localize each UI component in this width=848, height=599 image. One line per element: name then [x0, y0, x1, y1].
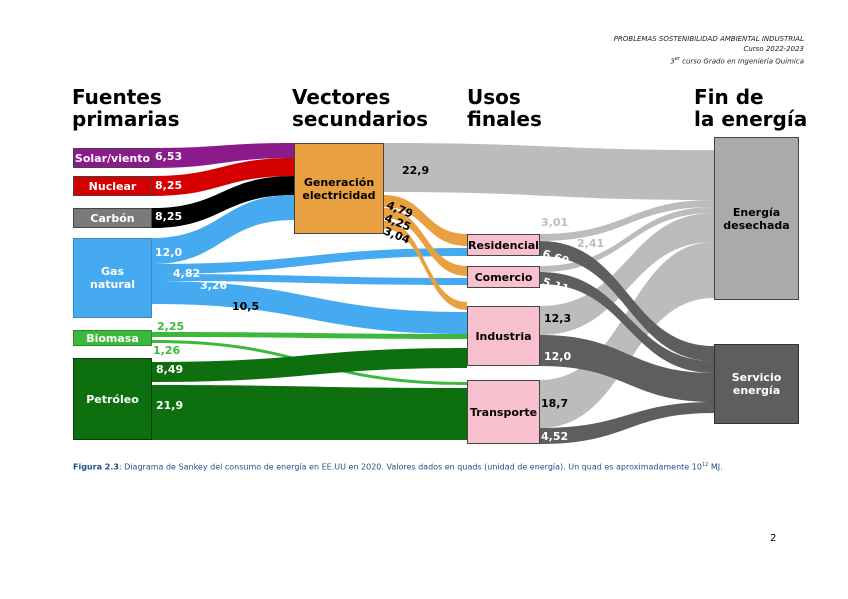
node-energia-desechada: Energía desechada — [714, 137, 799, 300]
label-generacion-desechada: 22,9 — [402, 164, 430, 177]
flow-biomasa-industria — [152, 332, 467, 339]
flow-generation-waste — [384, 143, 714, 200]
node-generacion-electricidad: Generación electricidad — [294, 143, 384, 234]
node-servicio-energia: Servicio energía — [714, 344, 799, 424]
node-biomasa: Biomasa — [73, 330, 152, 346]
flow-gas-comercio — [152, 274, 467, 285]
flow-gas-generation — [152, 195, 294, 264]
node-industria: Industria — [467, 306, 540, 366]
flow-residencial-servicio — [540, 241, 714, 361]
flow-petroleo-transporte — [152, 385, 467, 440]
label-gas-residencial: 4,82 — [173, 267, 201, 280]
label-transporte-desechada: 18,7 — [541, 397, 569, 410]
flow-gas-industria — [152, 281, 467, 334]
node-solar-viento: Solar/viento — [73, 148, 152, 168]
flow-comercio-waste — [540, 207, 714, 272]
node-comercio: Comercio — [467, 266, 540, 288]
column-title-uses: Usos finales — [467, 85, 542, 131]
flow-carbon-generation — [152, 176, 294, 228]
node-nuclear: Nuclear — [73, 176, 152, 196]
flow-comercio-servicio — [540, 272, 714, 373]
flow-gas-residencial — [152, 248, 467, 274]
label-biomasa-transporte: 1,26 — [153, 344, 181, 357]
label-biomasa-industria: 2,25 — [157, 320, 185, 333]
column-title-secondary: Vectores secundarios — [292, 85, 428, 131]
flow-industria-waste — [540, 213, 714, 335]
header-course-grade: 3er curso Grado en Ingeniería Química — [670, 56, 804, 66]
node-transporte: Transporte — [467, 380, 540, 444]
label-industria-desechada: 12,3 — [544, 312, 572, 325]
label-comercio-desechada: 2,41 — [577, 237, 605, 250]
label-gas-industria: 10,5 — [232, 300, 260, 313]
flow-generation-industria — [384, 221, 467, 310]
label-petroleo-industria: 8,49 — [156, 363, 184, 376]
label-carbon: 8,25 — [155, 210, 183, 223]
label-transporte-servicio: 4,52 — [541, 430, 569, 443]
flow-nuclear-generation — [152, 158, 294, 196]
label-gas-comercio: 3,26 — [200, 279, 228, 292]
page-number: 2 — [770, 533, 777, 544]
column-title-sources: Fuentes primarias — [72, 85, 180, 131]
flow-transporte-waste — [540, 242, 714, 428]
figure-caption: Figura 2.3: Diagrama de Sankey del consu… — [73, 462, 723, 472]
node-gas-natural: Gas natural — [73, 238, 152, 318]
flow-generation-residencial — [384, 195, 467, 246]
label-residencial-desechada: 3,01 — [541, 216, 569, 229]
node-petroleo: Petróleo — [73, 358, 152, 440]
node-residencial: Residencial — [467, 234, 540, 256]
flow-solar-generation — [152, 143, 294, 168]
flow-transporte-servicio — [540, 402, 714, 444]
label-solar: 6,53 — [155, 150, 183, 163]
flow-generation-comercio — [384, 208, 467, 276]
node-carbon: Carbón — [73, 208, 152, 228]
label-nuclear: 8,25 — [155, 179, 183, 192]
flow-industria-servicio — [540, 335, 714, 402]
flow-residencial-waste — [540, 200, 714, 241]
header-course-year: Curso 2022-2023 — [743, 45, 804, 53]
column-title-end: Fin de la energía — [694, 85, 808, 131]
header-course-title: PROBLEMAS SOSTENIBILIDAD AMBIENTAL INDUS… — [613, 35, 804, 43]
flow-petroleo-industria — [152, 348, 467, 382]
label-industria-servicio: 12,0 — [544, 350, 572, 363]
label-gas-generacion: 12,0 — [155, 246, 183, 259]
label-petroleo-transporte: 21,9 — [156, 399, 184, 412]
